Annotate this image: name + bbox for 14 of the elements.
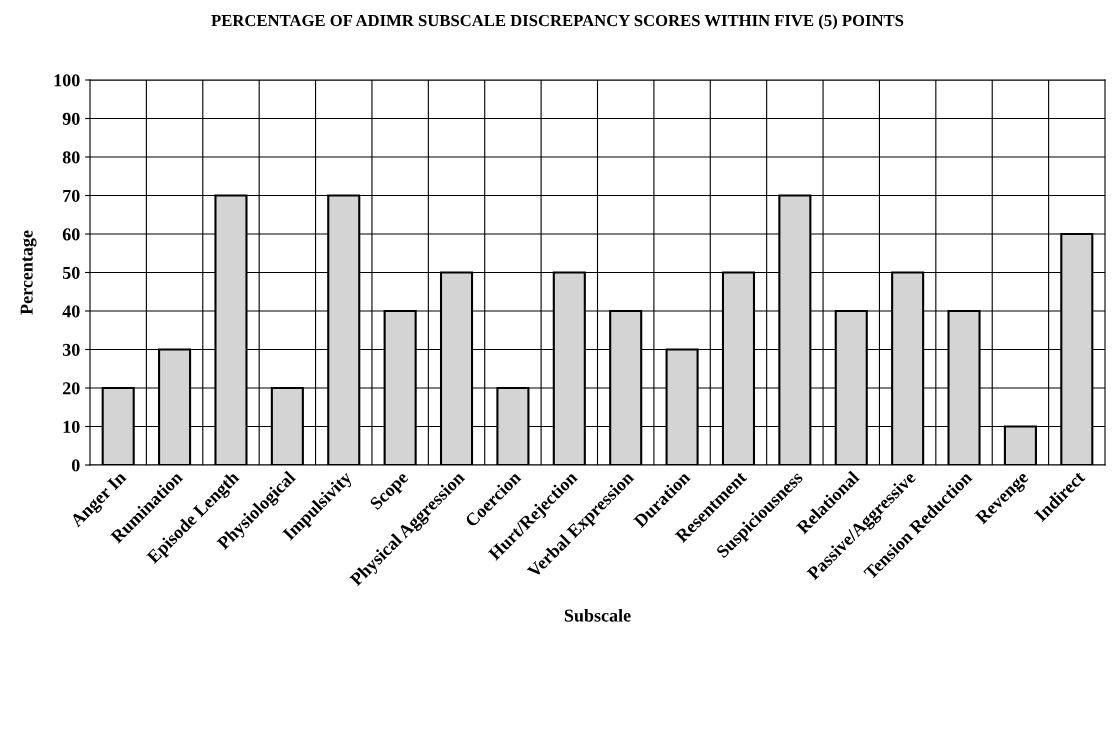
y-tick-label: 30	[62, 343, 80, 356]
y-tick-label: 90	[62, 112, 80, 125]
y-tick-label: 0	[71, 459, 80, 472]
y-tick-label: 40	[62, 305, 80, 318]
y-tick-label: 60	[62, 228, 80, 241]
y-axis-title: Percentage	[20, 230, 37, 315]
y-tick-label: 80	[62, 151, 80, 164]
y-tick-label: 100	[54, 74, 80, 87]
y-tick-label: 20	[62, 382, 80, 395]
y-tick-label: 10	[63, 420, 80, 433]
x-axis-title: Subscale	[564, 608, 631, 622]
y-tick-label: 70	[63, 189, 80, 202]
chart-title: PERCENTAGE OF ADIMR SUBSCALE DISCREPANCY SCORES WITHIN FIVE (5) POINTS	[211, 14, 904, 30]
y-tick-label: 50	[62, 266, 80, 279]
